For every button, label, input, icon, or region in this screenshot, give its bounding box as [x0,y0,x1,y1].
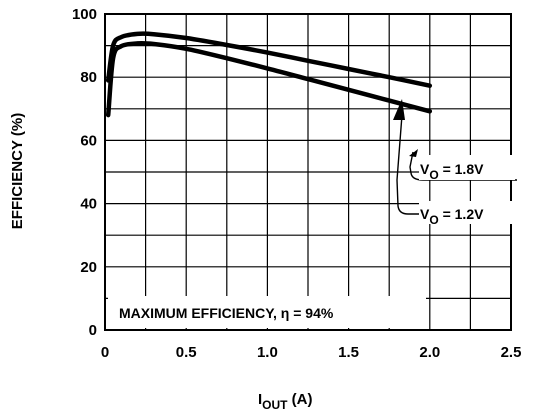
label-bg-1-2v [419,201,515,224]
series-label-1-8v: VO = 1.8V [420,161,484,182]
callout-arrow-1-2v [393,99,405,120]
y-tick-label: 40 [80,196,97,213]
series-lines [105,31,433,118]
series-callouts: VO = 1.8V VO = 1.2V [393,99,517,227]
y-tick-label: 80 [80,69,97,86]
y-tick-label: 0 [89,322,97,339]
annotation-box [108,296,426,328]
x-tick-label: 1.0 [257,344,278,361]
callout-arrow-1-8v [409,149,418,157]
y-tick-label: 100 [72,6,97,23]
series-line-vo-1-2v [105,40,433,118]
callout-line-1-2v [396,114,515,215]
y-tick-label: 20 [80,259,97,276]
annotation-text: MAXIMUM EFFICIENCY, η = 94% [119,305,334,321]
y-axis-title: EFFICIENCY (%) [9,113,26,229]
series-label-1-2v: VO = 1.2V [420,206,484,227]
x-tick-label: 2.0 [419,344,440,361]
x-tick-label: 2.5 [501,344,522,361]
series-line-vo-1-8v [105,31,433,88]
x-tick-label: 1.5 [338,344,359,361]
x-tick-label: 0 [101,344,109,361]
label-bg-1-8v [419,155,515,180]
tick-labels: 0 0.5 1.0 1.5 2.0 2.5 0 20 40 60 80 100 [72,6,521,361]
x-axis-title: IOUT (A) [258,391,313,412]
y-tick-label: 60 [80,132,97,149]
x-tick-label: 0.5 [176,344,197,361]
